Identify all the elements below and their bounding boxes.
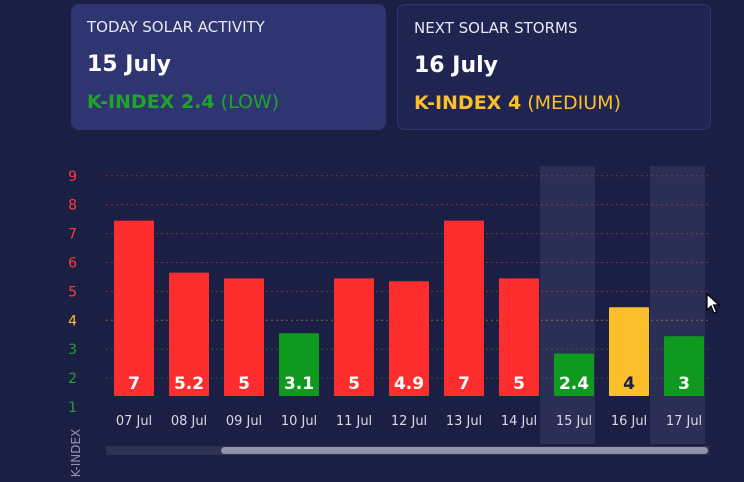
bar [224, 278, 264, 396]
x-tick-label: 16 Jul [611, 414, 647, 429]
y-tick-label: 2 [68, 371, 77, 387]
y-tick-label: 5 [68, 284, 77, 300]
y-tick-label: 1 [68, 400, 77, 416]
bar-value-label: 5 [238, 374, 250, 394]
bar-value-label: 5.2 [174, 374, 204, 394]
y-axis-label: K-INDEX [69, 429, 83, 478]
x-tick-label: 15 Jul [556, 414, 592, 429]
x-tick-label: 10 Jul [281, 414, 317, 429]
bar-value-label: 7 [128, 374, 140, 394]
bar [499, 278, 539, 396]
bar-value-label: 5 [513, 374, 525, 394]
today-kindex-value: K-INDEX 2.4 [87, 91, 215, 113]
next-kindex-value: K-INDEX 4 [414, 92, 522, 114]
x-tick-label: 14 Jul [501, 414, 537, 429]
today-kindex-level: (LOW) [220, 91, 280, 113]
next-solar-storms-card: NEXT SOLAR STORMS 16 July K-INDEX 4 (MED… [397, 4, 711, 130]
x-tick-label: 13 Jul [446, 414, 482, 429]
bar [169, 272, 209, 396]
bar-value-label: 2.4 [559, 374, 589, 394]
highlight-column [540, 166, 595, 444]
mouse-cursor-icon [706, 293, 720, 314]
y-tick-label: 9 [68, 169, 77, 185]
next-kindex-level: (MEDIUM) [527, 92, 621, 114]
y-tick-label: 6 [68, 256, 77, 272]
bar-value-label: 4 [623, 374, 635, 394]
bar-value-label: 4.9 [394, 374, 424, 394]
bar-value-label: 7 [458, 374, 470, 394]
x-tick-label: 07 Jul [116, 414, 152, 429]
y-tick-label: 4 [68, 313, 77, 329]
bar-value-label: 3.1 [284, 374, 314, 394]
bar [334, 278, 374, 396]
chart-scrollbar-thumb[interactable] [221, 447, 708, 454]
today-date: 15 July [87, 52, 172, 77]
x-tick-label: 12 Jul [391, 414, 427, 429]
bar-value-label: 3 [678, 374, 690, 394]
bar [444, 220, 484, 396]
x-tick-label: 17 Jul [666, 414, 702, 429]
x-tick-label: 11 Jul [336, 414, 372, 429]
bar [389, 281, 429, 396]
y-tick-label: 8 [68, 198, 77, 214]
next-kindex: K-INDEX 4 (MEDIUM) [414, 92, 694, 114]
x-tick-label: 09 Jul [226, 414, 262, 429]
today-card-label: TODAY SOLAR ACTIVITY [87, 18, 265, 36]
bar [279, 333, 319, 396]
x-tick-label: 08 Jul [171, 414, 207, 429]
y-tick-label: 7 [68, 227, 77, 243]
bar [609, 307, 649, 396]
bar [664, 336, 704, 396]
highlight-column [650, 166, 705, 444]
y-tick-label: 3 [68, 342, 77, 358]
bar [114, 220, 154, 396]
today-solar-activity-card: TODAY SOLAR ACTIVITY 15 July K-INDEX 2.4… [71, 4, 386, 130]
next-date: 16 July [414, 53, 499, 78]
bar-value-label: 5 [348, 374, 360, 394]
bar [554, 353, 594, 396]
next-card-label: NEXT SOLAR STORMS [414, 19, 578, 37]
today-kindex: K-INDEX 2.4 (LOW) [87, 91, 370, 113]
